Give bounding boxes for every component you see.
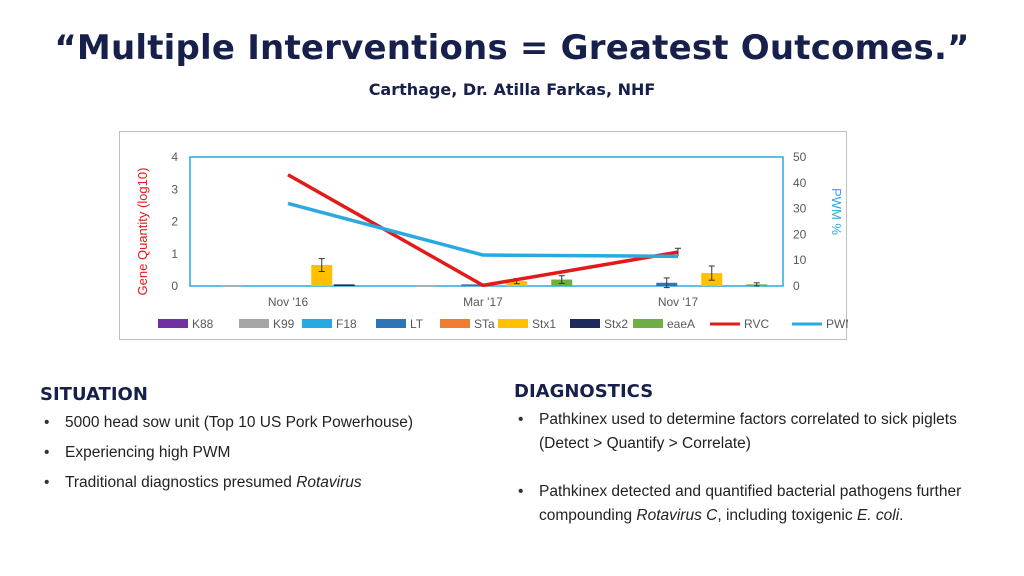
y-tick-label: 3 [171,182,178,196]
situation-heading: SITUATION [40,384,148,405]
diagnostics-item: Pathkinex detected and quantified bacter… [514,480,984,528]
diagnostics-item-text: , including toxigenic [717,507,857,524]
legend-label: LT [410,317,424,331]
situation-item-text: Traditional diagnostics presumed [65,474,297,491]
diagnostics-item-text: E. coli [856,507,900,524]
legend-label: Stx1 [532,317,556,331]
diagnostics-list: Pathkinex used to determine factors corr… [514,408,984,528]
y2-tick-label: 50 [793,150,807,164]
bar-k99 [221,285,243,287]
diagnostics-item-text: . [899,507,904,524]
bar-stx2 [333,284,355,286]
y-tick-label: 2 [171,215,178,229]
situation-section: SITUATION 5000 head sow unit (Top 10 US … [40,384,510,501]
y-tick-label: 0 [171,279,178,293]
y2-tick-label: 40 [793,176,807,190]
y-axis-title: Gene Quantity (log10) [135,168,150,296]
situation-item: 5000 head sow unit (Top 10 US Pork Power… [40,411,510,435]
slide-title: “Multiple Interventions = Greatest Outco… [54,28,970,68]
legend-label: eaeA [667,317,695,331]
diagnostics-section: DIAGNOSTICS Pathkinex used to determine … [514,381,984,552]
chart-container: 0 1 2 3 4 0 10 20 30 40 50 Nov '16 Mar '17 Nov '17 Gen… [119,131,848,340]
diagnostics-heading: DIAGNOSTICS [514,381,654,402]
x-tick-label: Nov '16 [268,295,309,309]
legend-swatch-lt [376,319,406,328]
legend-swatch-f18 [302,319,332,328]
line-rvc [287,173,679,288]
y2-tick-label: 30 [793,202,807,216]
diagnostics-item-text: Rotavirus C [636,507,718,524]
legend-swatch-stx1 [498,319,528,328]
situation-list: 5000 head sow unit (Top 10 US Pork Power… [40,411,510,495]
legend-swatch-k88 [158,319,188,328]
bar-stx1 [311,265,333,286]
bar-k99 [416,285,438,287]
situation-item-text: Experiencing high PWM [65,444,231,461]
slide-subtitle: Carthage, Dr. Atilla Farkas, NHF [368,80,656,99]
y-tick-label: 1 [171,247,178,261]
situation-item: Experiencing high PWM [40,441,510,465]
situation-item: Traditional diagnostics presumed Rotavir… [40,471,510,495]
diagnostics-item: Pathkinex used to determine factors corr… [514,408,984,456]
legend-swatch-stx2 [570,319,600,328]
legend-swatch-eaea [633,319,663,328]
y2-tick-label: 10 [793,253,807,267]
x-tick-label: Mar '17 [463,295,503,309]
situation-item-text: Rotavirus [296,474,362,491]
legend-swatch-sta [440,319,470,328]
legend-label: K88 [192,317,214,331]
y2-axis-title: PWM % [829,188,844,235]
bar-lt [461,284,483,286]
diagnostics-item-text: Pathkinex used to determine factors corr… [539,411,957,452]
x-tick-label: Nov '17 [658,295,699,309]
legend-label: RVC [744,317,769,331]
legend-swatch-k99 [239,319,269,328]
legend-label: PWM [826,317,848,331]
y2-tick-label: 0 [793,279,800,293]
legend-label: K99 [273,317,295,331]
plot-area [189,156,784,287]
situation-item-text: 5000 head sow unit (Top 10 US Pork Power… [65,414,414,431]
diagnostics-item-text: Pathkinex detected and quantified bacter… [539,483,962,524]
legend-label: F18 [336,317,357,331]
y2-tick-label: 20 [793,227,807,241]
legend-label: Stx2 [604,317,628,331]
line-pwm [287,201,679,259]
legend-label: STa [474,317,495,331]
y-tick-label: 4 [171,150,178,164]
